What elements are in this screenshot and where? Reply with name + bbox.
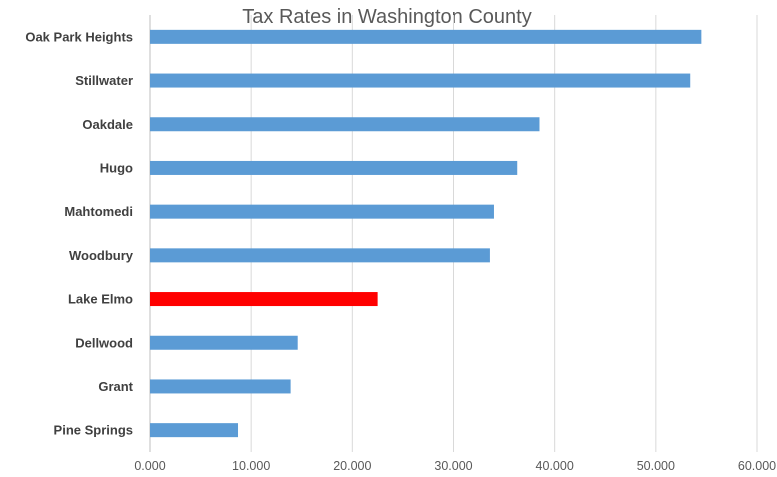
- category-label: Dellwood: [75, 335, 133, 350]
- category-label: Oakdale: [82, 117, 133, 132]
- category-label: Lake Elmo: [68, 292, 133, 307]
- bar: [150, 335, 298, 350]
- category-labels: Oak Park Heights Stillwater Oakdale Hugo Mah…: [25, 29, 133, 437]
- category-label: Mahtomedi: [64, 204, 133, 219]
- x-tick-labels: 0.000 10.000 20.000 30.000 40.000 50.000 60.00…: [134, 459, 776, 473]
- x-tick-label: 30.000: [434, 459, 472, 473]
- category-label: Stillwater: [75, 73, 133, 88]
- category-label: Woodbury: [69, 248, 134, 263]
- category-label: Grant: [98, 379, 133, 394]
- bars: [150, 29, 702, 438]
- x-tick-label: 60.000: [738, 459, 776, 473]
- bar: [150, 29, 702, 44]
- bar: [150, 379, 291, 394]
- x-tick-label: 20.000: [333, 459, 371, 473]
- gridlines: [149, 15, 758, 452]
- x-tick-label: 10.000: [232, 459, 270, 473]
- x-tick-label: 50.000: [637, 459, 675, 473]
- bar: [150, 160, 518, 175]
- bar: [150, 248, 490, 263]
- bar: [150, 73, 691, 88]
- x-tick-label: 40.000: [536, 459, 574, 473]
- bar: [150, 423, 239, 438]
- category-label: Oak Park Heights: [25, 29, 133, 44]
- category-label: Hugo: [100, 160, 133, 175]
- bar: [150, 292, 378, 307]
- bar: [150, 117, 540, 132]
- x-tick-label: 0.000: [134, 459, 165, 473]
- bar: [150, 204, 494, 219]
- chart-title: Tax Rates in Washington County: [242, 6, 531, 28]
- category-label: Pine Springs: [54, 423, 133, 438]
